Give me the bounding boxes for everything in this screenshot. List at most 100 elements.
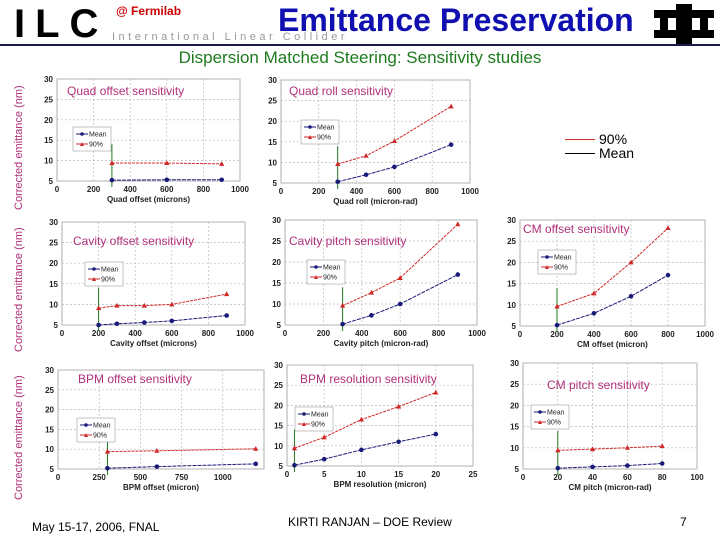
x-tick-label: 600 xyxy=(388,187,402,196)
chart-legend xyxy=(300,119,340,145)
data-point-mean xyxy=(340,321,345,327)
x-axis-label: Quad roll (micron-rad) xyxy=(333,197,418,206)
x-tick-label: 200 xyxy=(92,329,106,338)
x-tick-label: 0 xyxy=(518,330,523,339)
x-tick-label: 1000 xyxy=(696,330,714,339)
data-point-90 xyxy=(624,445,630,450)
chart-legend xyxy=(537,249,577,275)
x-tick-label: 800 xyxy=(426,187,440,196)
x-tick-label: 600 xyxy=(394,329,408,338)
data-point-90 xyxy=(433,389,439,395)
data-point-90 xyxy=(391,138,397,143)
legend-label-mean: Mean xyxy=(317,125,335,132)
legend-marker-mean xyxy=(314,265,318,269)
x-axis-label: Cavity offset (microns) xyxy=(110,339,197,348)
chart-5: 5 10 15 20 25 30 0 200 400 600 800 1000 CM offset (m… xyxy=(507,216,714,349)
legend-label-mean: Mean xyxy=(89,132,107,139)
data-point-mean xyxy=(363,172,369,178)
data-point-mean xyxy=(169,318,175,324)
legend-label-90: 90% xyxy=(311,422,325,429)
data-point-mean xyxy=(392,164,397,170)
series-line-90 xyxy=(557,445,663,451)
chart-8: 5 10 15 20 25 30 0 20 40 60 80 100 CM pitch (micron-… xyxy=(510,359,704,492)
data-point-mean xyxy=(665,272,671,278)
slide-subtitle: Dispersion Matched Steering: Sensitivity… xyxy=(178,48,542,67)
y-tick-label: 10 xyxy=(45,445,54,454)
x-axis-label: CM pitch (micron-rad) xyxy=(568,483,651,492)
data-point-90 xyxy=(455,221,461,227)
x-tick-label: 5 xyxy=(322,470,327,479)
x-tick-label: 250 xyxy=(93,473,107,482)
chart-legend xyxy=(72,126,112,152)
y-tick-label: 20 xyxy=(45,406,54,415)
series-line-90 xyxy=(556,227,669,307)
x-tick-label: 0 xyxy=(55,185,60,194)
global-legend: 90% Mean xyxy=(565,131,635,161)
x-tick-label: 10 xyxy=(357,470,366,479)
data-point-mean xyxy=(625,463,630,468)
y-tick-label: 20 xyxy=(507,258,516,267)
x-tick-label: 600 xyxy=(165,329,179,338)
legend-label-90: 90% xyxy=(93,433,107,440)
data-point-mean xyxy=(369,313,374,318)
legend-label-90: 90% xyxy=(599,131,628,147)
legend-line-mean xyxy=(565,152,595,154)
x-tick-label: 800 xyxy=(661,330,675,339)
y-tick-label: 30 xyxy=(49,218,58,227)
x-axis-label: Cavity pitch (micron-rad) xyxy=(334,339,429,348)
x-tick-label: 500 xyxy=(134,473,148,482)
y-tick-label: 30 xyxy=(274,361,283,370)
footer-author: KIRTI RANJAN – DOE Review xyxy=(288,515,452,529)
data-point-mean xyxy=(321,456,327,462)
data-point-mean xyxy=(397,301,403,307)
y-tick-label: 25 xyxy=(45,386,54,395)
x-tick-label: 600 xyxy=(624,330,638,339)
data-point-mean xyxy=(164,177,170,183)
x-tick-label: 200 xyxy=(550,330,564,339)
series-line-mean xyxy=(337,144,452,183)
x-tick-label: 800 xyxy=(197,185,211,194)
series-line-90 xyxy=(337,105,452,165)
chart-1: 5 10 15 20 25 30 0 200 400 600 800 1000 Quad offset … xyxy=(44,75,249,204)
data-point-mean xyxy=(555,465,561,471)
y-tick-label: 20 xyxy=(272,258,281,267)
legend-label-mean: Mean xyxy=(311,412,329,419)
data-point-90 xyxy=(141,302,147,308)
y-tick-label: 5 xyxy=(49,177,54,186)
data-point-90 xyxy=(104,448,111,454)
chart-title: Quad roll sensitivity xyxy=(289,84,393,98)
series-line-mean xyxy=(557,462,663,469)
y-tick-label: 5 xyxy=(515,465,520,474)
data-point-mean xyxy=(105,465,110,471)
legend-label-mean: Mean xyxy=(599,145,635,161)
legend-marker-mean xyxy=(84,423,88,427)
data-point-90 xyxy=(396,403,402,409)
y-tick-label: 10 xyxy=(510,444,519,453)
legend-label-90: 90% xyxy=(323,275,337,282)
data-point-90 xyxy=(291,445,298,451)
x-tick-label: 1000 xyxy=(461,187,479,196)
x-tick-label: 400 xyxy=(350,187,364,196)
data-point-mean xyxy=(114,321,120,327)
y-tick-label: 15 xyxy=(274,422,283,431)
x-axis-label: CM offset (micron) xyxy=(577,340,648,349)
data-point-90 xyxy=(358,416,364,422)
x-tick-label: 15 xyxy=(394,470,403,479)
chart-title: BPM resolution sensitivity xyxy=(300,372,437,386)
data-point-90 xyxy=(368,289,374,295)
y-tick-label: 10 xyxy=(274,442,283,451)
legend-line-90 xyxy=(565,138,595,140)
data-point-90 xyxy=(154,447,160,453)
data-point-mean xyxy=(253,461,259,467)
y-tick-label: 15 xyxy=(44,136,53,145)
legend-label-mean: Mean xyxy=(554,255,572,262)
chart-6: 5 10 15 20 25 30 0 250 500 750 1000 BPM offset (mic… xyxy=(45,366,265,492)
legend-label-mean: Mean xyxy=(547,410,565,417)
y-tick-label: 30 xyxy=(507,216,516,225)
y-tick-label: 25 xyxy=(510,380,519,389)
x-tick-label: 20 xyxy=(431,470,440,479)
x-tick-label: 200 xyxy=(312,187,326,196)
data-point-mean xyxy=(359,447,364,453)
data-point-90 xyxy=(96,305,102,311)
legend-label-90: 90% xyxy=(554,265,568,272)
